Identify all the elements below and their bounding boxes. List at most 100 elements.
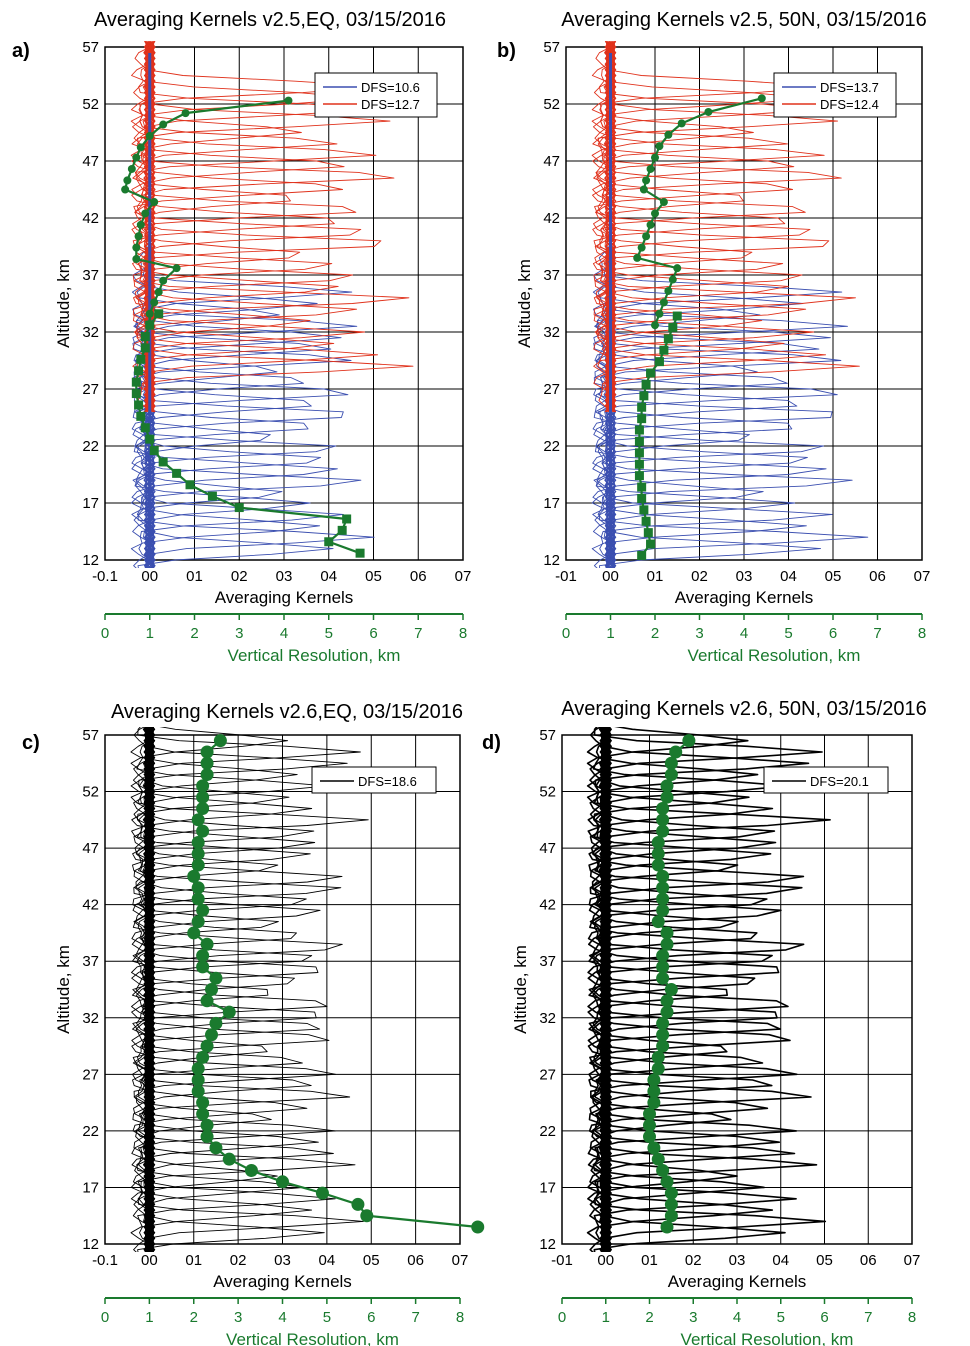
y-tick-label: 37: [539, 953, 556, 970]
kernel-curve: [593, 41, 744, 413]
x-tick-label: 06: [410, 568, 427, 585]
legend-label: DFS=18.6: [358, 774, 417, 789]
legend: DFS=20.1: [763, 766, 889, 794]
legend-label: DFS=20.1: [810, 774, 869, 789]
resolution-point: [651, 1062, 665, 1076]
x-tick-label: 03: [274, 1252, 291, 1269]
resolution-point: [677, 119, 686, 128]
x2-tick-label: 0: [101, 625, 109, 642]
x-tick-label: 00: [597, 1252, 614, 1269]
x2-tick-label: 6: [829, 625, 837, 642]
resolution-point: [660, 779, 674, 793]
resolution-point: [656, 881, 670, 895]
resolution-point: [196, 960, 210, 974]
resolution-point: [205, 1028, 218, 1042]
resolution-point: [651, 1050, 665, 1064]
resolution-point: [209, 971, 223, 985]
x2-tick-label: 0: [562, 625, 570, 642]
panel-d: Averaging Kernels v2.6, 50N, 03/15/2016 d…: [482, 698, 927, 1346]
resolution-point: [172, 264, 181, 273]
resolution-point: [642, 176, 651, 185]
y-tick-label: 52: [543, 96, 560, 113]
resolution-point: [191, 1062, 205, 1076]
y-tick-label: 17: [82, 495, 99, 512]
y-tick-label: 42: [539, 897, 556, 914]
resolution-point: [150, 298, 159, 307]
x-tick-label: 01: [186, 568, 203, 585]
resolution-point: [471, 1220, 485, 1234]
resolution-point: [181, 109, 190, 118]
x2-tick-label: 4: [278, 1309, 286, 1326]
x-tick-label: 07: [455, 568, 472, 585]
resolution-point: [132, 255, 141, 264]
x2-tick-label: 4: [280, 625, 288, 642]
panel-label: b): [497, 40, 516, 62]
y-tick-label: 37: [543, 267, 560, 284]
kernel-curve: [133, 246, 332, 568]
legend-box: [763, 766, 889, 794]
resolution-point: [639, 391, 649, 401]
resolution-point: [642, 232, 651, 241]
resolution-point: [234, 503, 244, 513]
resolution-point: [646, 220, 655, 229]
resolution-point: [222, 1005, 236, 1019]
resolution-point: [159, 276, 168, 285]
resolution-point: [196, 779, 210, 793]
y-tick-label: 47: [82, 153, 99, 170]
x2-tick-label: 3: [234, 1309, 242, 1326]
y-axis-label: Altitude, km: [511, 945, 530, 1034]
y-tick-label: 42: [543, 210, 560, 227]
panel-label: c): [22, 732, 40, 754]
resolution-point: [141, 209, 150, 218]
x-tick-label: -01: [555, 568, 577, 585]
resolution-point: [315, 1186, 329, 1200]
resolution-point: [664, 1209, 678, 1223]
resolution-point: [337, 525, 347, 535]
x2-axis-label: Vertical Resolution, km: [688, 646, 861, 665]
y-tick-label: 27: [539, 1066, 556, 1083]
resolution-point: [664, 130, 673, 139]
y-axis-label: Altitude, km: [515, 259, 534, 348]
resolution-point: [191, 1073, 205, 1087]
resolution-point: [196, 790, 210, 804]
resolution-point: [222, 1152, 236, 1166]
y-tick-label: 22: [539, 1123, 556, 1140]
kernel-curve: [132, 727, 361, 1252]
resolution-series: [633, 94, 766, 560]
y-tick-label: 12: [543, 552, 560, 569]
resolution-point: [634, 471, 644, 481]
resolution-point: [351, 1197, 365, 1211]
panel-title: Averaging Kernels v2.5, 50N, 03/15/2016: [561, 9, 926, 31]
panel-label: a): [12, 40, 30, 62]
resolution-point: [136, 220, 145, 229]
resolution-point: [651, 847, 665, 861]
resolution-point: [704, 107, 713, 116]
y-tick-label: 37: [82, 267, 99, 284]
resolution-point: [651, 209, 659, 218]
resolution-point: [651, 858, 665, 872]
resolution-point: [669, 745, 683, 759]
legend: DFS=10.6 DFS=12.7: [314, 72, 438, 118]
resolution-point: [664, 1186, 678, 1200]
x2-axis-label: Vertical Resolution, km: [681, 1330, 854, 1346]
x-tick-label: 06: [860, 1252, 877, 1269]
legend-label: DFS=13.7: [820, 80, 879, 95]
x-tick-label: 07: [914, 568, 931, 585]
resolution-point: [664, 286, 673, 295]
x-tick-label: 04: [772, 1252, 789, 1269]
resolution-point: [205, 983, 218, 996]
kernel-curve: [131, 246, 280, 568]
resolution-point: [660, 1220, 674, 1234]
legend-label: DFS=12.7: [361, 97, 420, 112]
resolution-point: [150, 198, 159, 207]
x-tick-label: -01: [551, 1252, 573, 1269]
x-tick-label: 06: [407, 1252, 424, 1269]
resolution-point: [131, 389, 141, 399]
resolution-point: [643, 1107, 656, 1121]
y-axis-label: Altitude, km: [54, 945, 73, 1034]
resolution-point: [637, 402, 647, 412]
resolution-point: [633, 253, 642, 262]
resolution-point: [158, 457, 168, 467]
resolution-point: [196, 802, 210, 816]
resolution-series: [643, 734, 696, 1234]
